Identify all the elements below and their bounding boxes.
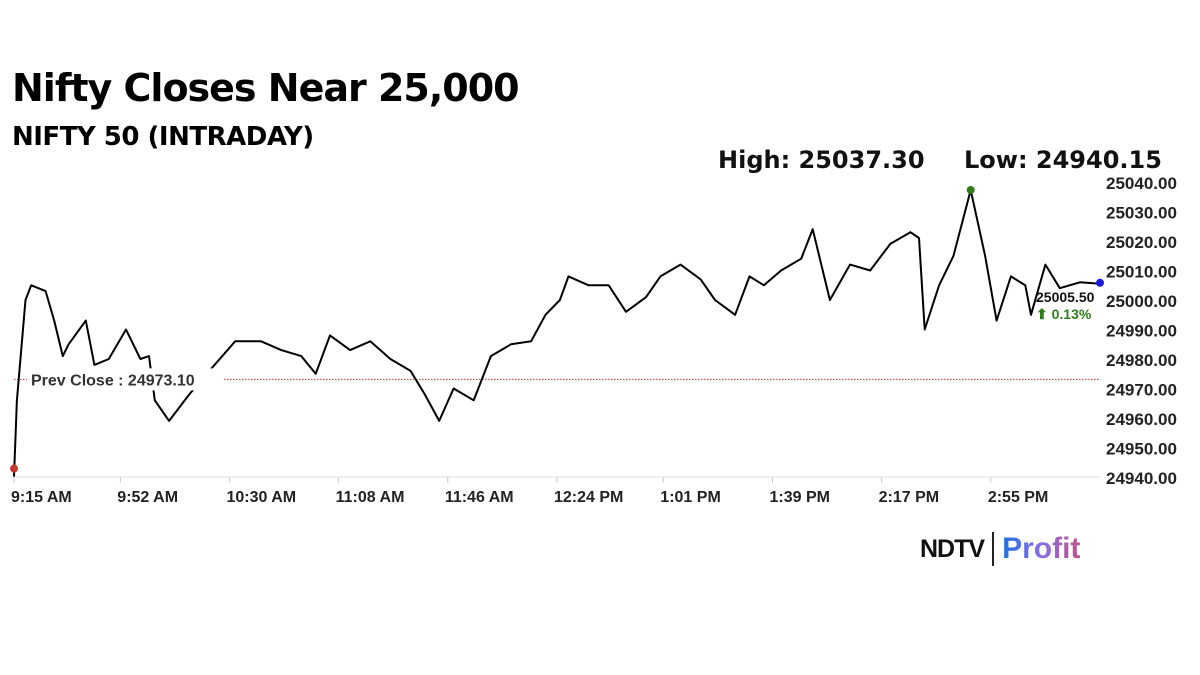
prev-close-label: Prev Close : 24973.10 — [31, 372, 195, 389]
x-tick-label: 1:01 PM — [660, 489, 720, 506]
chart-subtitle: NIFTY 50 (INTRADAY) — [12, 122, 314, 152]
low-label: Low: 24940.15 — [964, 146, 1162, 174]
high-marker — [966, 185, 975, 194]
chart-title: Nifty Closes Near 25,000 — [12, 66, 520, 110]
low-marker — [10, 464, 18, 473]
logo-divider — [992, 532, 995, 566]
y-tick-label: 24940.00 — [1106, 469, 1177, 488]
x-tick-label: 11:08 AM — [336, 489, 405, 506]
y-tick-label: 25000.00 — [1106, 292, 1177, 311]
logo-brand: NDTV — [920, 534, 985, 563]
y-tick-label: 24990.00 — [1106, 322, 1177, 341]
prev-close-label-bg — [27, 368, 223, 391]
y-tick-label: 24970.00 — [1106, 381, 1177, 400]
x-tick-label: 10:30 AM — [226, 489, 296, 506]
y-tick-label: 24950.00 — [1106, 440, 1177, 459]
y-tick-label: 25010.00 — [1106, 263, 1177, 282]
high-label: High: 25037.30 — [718, 146, 925, 174]
last-price-marker — [1096, 278, 1104, 287]
x-tick-label: 2:17 PM — [879, 489, 939, 506]
change-label: ⬆ 0.13% — [1036, 306, 1092, 322]
y-tick-label: 25030.00 — [1106, 204, 1177, 223]
x-tick-label: 1:39 PM — [769, 489, 829, 506]
x-tick-label: 9:52 AM — [117, 489, 178, 506]
y-tick-label: 25020.00 — [1106, 233, 1177, 252]
y-tick-label: 24980.00 — [1106, 351, 1177, 370]
x-tick-label: 12:24 PM — [554, 489, 623, 506]
x-tick-label: 9:15 AM — [11, 489, 72, 506]
y-tick-label: 25040.00 — [1106, 174, 1177, 193]
price-line — [13, 189, 1101, 477]
logo-product: Profit — [1002, 532, 1081, 565]
y-tick-label: 24960.00 — [1106, 410, 1177, 429]
x-tick-label: 2:55 PM — [988, 489, 1048, 506]
x-tick-label: 11:46 AM — [445, 489, 514, 506]
last-price-label: 25005.50 — [1036, 289, 1095, 305]
ndtv-profit-logo: NDTV Profit — [920, 532, 1080, 566]
